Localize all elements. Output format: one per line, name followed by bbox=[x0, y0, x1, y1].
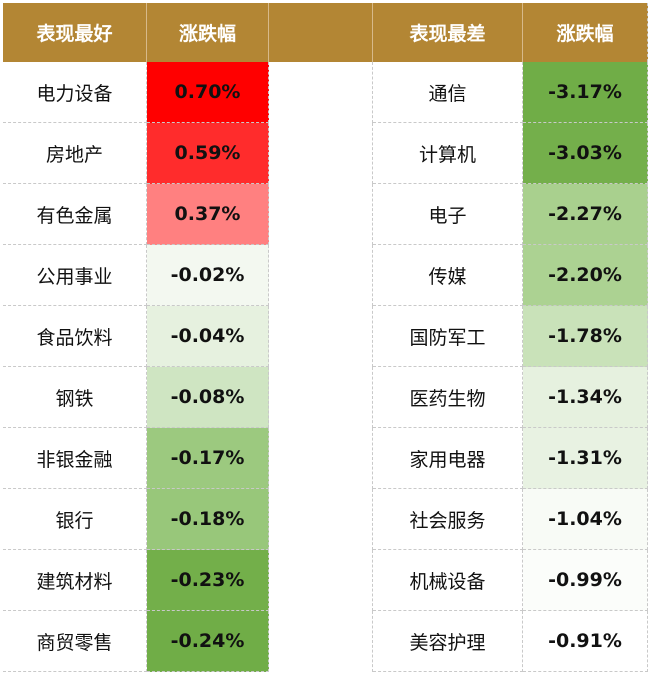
best-sector-name: 房地产 bbox=[3, 123, 147, 184]
best-sector-change: -0.17% bbox=[147, 428, 269, 489]
row-spacer bbox=[269, 367, 373, 428]
best-sector-name: 银行 bbox=[3, 489, 147, 550]
worst-sector-change: -1.34% bbox=[523, 367, 648, 428]
worst-sector-name: 国防军工 bbox=[373, 306, 523, 367]
worst-sector-name: 社会服务 bbox=[373, 489, 523, 550]
best-sector-change: 0.37% bbox=[147, 184, 269, 245]
best-sector-change: -0.24% bbox=[147, 611, 269, 672]
row-spacer bbox=[269, 428, 373, 489]
header-worst-change: 涨跌幅 bbox=[523, 3, 648, 62]
row-spacer bbox=[269, 611, 373, 672]
best-sector-name: 有色金属 bbox=[3, 184, 147, 245]
worst-sector-name: 传媒 bbox=[373, 245, 523, 306]
worst-sector-change: -3.17% bbox=[523, 62, 648, 123]
header-worst-sector: 表现最差 bbox=[373, 3, 523, 62]
best-sector-change: -0.23% bbox=[147, 550, 269, 611]
best-sector-change: 0.70% bbox=[147, 62, 269, 123]
worst-sector-change: -0.99% bbox=[523, 550, 648, 611]
best-sector-change: -0.02% bbox=[147, 245, 269, 306]
header-best-sector: 表现最好 bbox=[3, 3, 147, 62]
best-sector-name: 建筑材料 bbox=[3, 550, 147, 611]
best-sector-change: -0.04% bbox=[147, 306, 269, 367]
worst-sector-change: -2.27% bbox=[523, 184, 648, 245]
worst-sector-name: 计算机 bbox=[373, 123, 523, 184]
worst-sector-name: 美容护理 bbox=[373, 611, 523, 672]
worst-sector-name: 通信 bbox=[373, 62, 523, 123]
worst-sector-name: 家用电器 bbox=[373, 428, 523, 489]
worst-sector-change: -1.04% bbox=[523, 489, 648, 550]
row-spacer bbox=[269, 306, 373, 367]
best-sector-change: -0.08% bbox=[147, 367, 269, 428]
row-spacer bbox=[269, 245, 373, 306]
row-spacer bbox=[269, 550, 373, 611]
worst-sector-change: -1.31% bbox=[523, 428, 648, 489]
best-sector-name: 食品饮料 bbox=[3, 306, 147, 367]
worst-sector-change: -2.20% bbox=[523, 245, 648, 306]
best-sector-change: -0.18% bbox=[147, 489, 269, 550]
row-spacer bbox=[269, 62, 373, 123]
header-best-change: 涨跌幅 bbox=[147, 3, 269, 62]
worst-sector-name: 电子 bbox=[373, 184, 523, 245]
worst-sector-name: 医药生物 bbox=[373, 367, 523, 428]
best-sector-change: 0.59% bbox=[147, 123, 269, 184]
worst-sector-name: 机械设备 bbox=[373, 550, 523, 611]
row-spacer bbox=[269, 123, 373, 184]
best-sector-name: 非银金融 bbox=[3, 428, 147, 489]
best-sector-name: 钢铁 bbox=[3, 367, 147, 428]
best-sector-name: 电力设备 bbox=[3, 62, 147, 123]
header-spacer bbox=[269, 3, 373, 62]
row-spacer bbox=[269, 184, 373, 245]
best-sector-name: 公用事业 bbox=[3, 245, 147, 306]
row-spacer bbox=[269, 489, 373, 550]
worst-sector-change: -1.78% bbox=[523, 306, 648, 367]
worst-sector-change: -0.91% bbox=[523, 611, 648, 672]
best-sector-name: 商贸零售 bbox=[3, 611, 147, 672]
sector-performance-table: 表现最好 涨跌幅 表现最差 涨跌幅 电力设备 0.70% 通信 -3.17% 房地产 0.… bbox=[3, 3, 648, 672]
worst-sector-change: -3.03% bbox=[523, 123, 648, 184]
